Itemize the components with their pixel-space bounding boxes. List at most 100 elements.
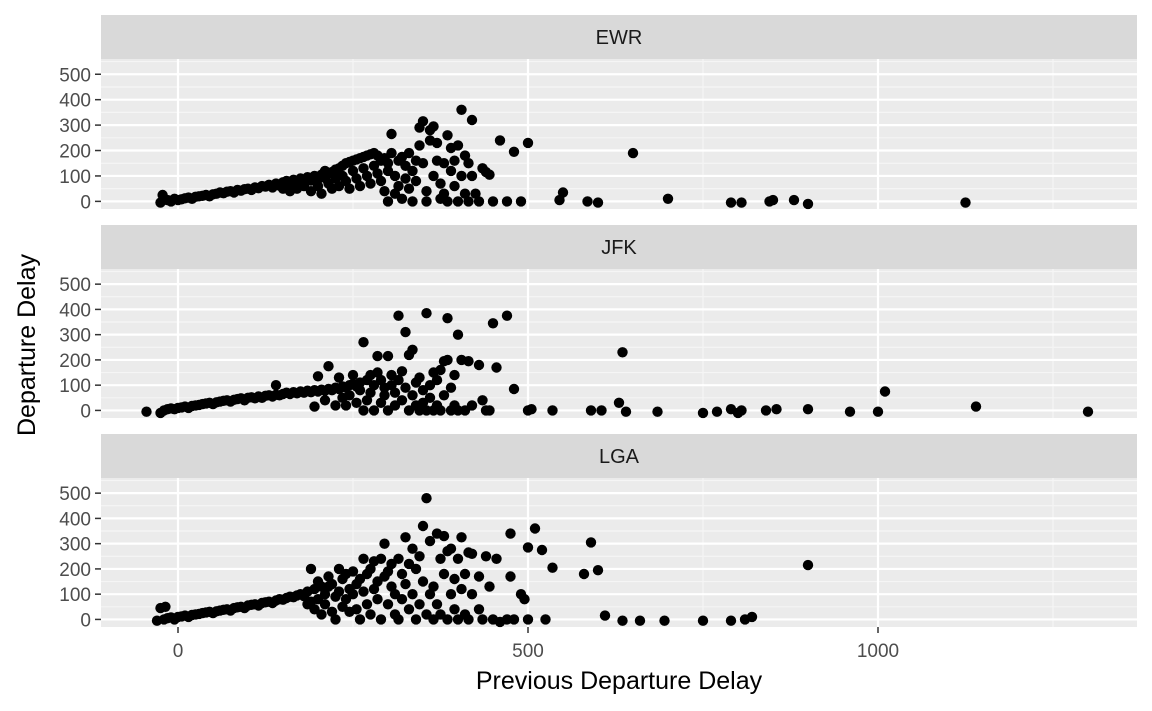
scatter-point xyxy=(473,604,485,615)
scatter-point xyxy=(592,197,604,208)
scatter-point xyxy=(428,121,439,132)
scatter-point xyxy=(354,180,366,192)
scatter-point xyxy=(354,385,366,396)
scatter-point xyxy=(788,194,800,206)
scatter-point xyxy=(435,178,446,189)
scatter-point xyxy=(449,604,460,615)
scatter-point xyxy=(396,395,408,406)
y-tick-label: 400 xyxy=(59,91,91,112)
scatter-point xyxy=(407,390,418,401)
scatter-point xyxy=(414,599,425,610)
scatter-point xyxy=(319,599,331,610)
scatter-point xyxy=(960,197,971,208)
scatter-point xyxy=(351,604,362,615)
scatter-point xyxy=(442,614,453,625)
scatter-point xyxy=(452,140,464,151)
scatter-point xyxy=(438,530,450,542)
scatter-point xyxy=(505,571,516,582)
scatter-point xyxy=(358,553,369,564)
scatter-point xyxy=(449,573,460,585)
scatter-point xyxy=(872,406,884,417)
scatter-point xyxy=(407,589,418,600)
facet-strip xyxy=(101,434,1137,478)
scatter-points xyxy=(151,493,814,628)
scatter-point xyxy=(361,599,373,610)
scatter-point xyxy=(417,520,429,532)
y-tick-label: 0 xyxy=(80,192,91,213)
scatter-point xyxy=(358,586,369,597)
y-tick-label: 200 xyxy=(59,560,91,581)
scatter-point xyxy=(459,568,471,580)
scatter-point xyxy=(400,578,411,590)
scatter-point xyxy=(382,599,394,610)
scatter-point xyxy=(438,390,450,401)
scatter-point xyxy=(365,609,376,620)
scatter-point xyxy=(515,196,527,207)
scatter-point xyxy=(487,196,499,207)
scatter-point xyxy=(438,158,450,169)
scatter-point xyxy=(463,356,474,367)
scatter-point xyxy=(435,405,446,416)
scatter-point xyxy=(659,615,670,626)
scatter-point xyxy=(319,395,331,406)
scatter-point xyxy=(344,390,355,401)
scatter-point xyxy=(365,178,376,189)
scatter-point xyxy=(592,565,604,576)
y-axis-title: Departure Delay xyxy=(13,253,41,436)
scatter-point xyxy=(519,594,530,605)
scatter-point xyxy=(620,406,632,417)
scatter-point xyxy=(417,576,429,587)
scatter-point xyxy=(309,401,320,412)
facet-panels: EWR0100200300400500JFK0100200300400500LG… xyxy=(59,15,1137,631)
scatter-point xyxy=(400,326,411,338)
scatter-point xyxy=(389,170,401,182)
scatter-point xyxy=(424,392,436,403)
scatter-point xyxy=(522,542,534,553)
scatter-point xyxy=(407,165,418,177)
scatter-point xyxy=(393,310,404,321)
y-tick-label: 100 xyxy=(59,376,91,397)
scatter-point xyxy=(270,380,282,391)
scatter-point xyxy=(1082,406,1094,417)
scatter-point xyxy=(396,594,408,605)
scatter-point xyxy=(767,194,779,206)
scatter-point xyxy=(746,611,758,623)
facet-panel-jfk: JFK 0 100 200 300 400 500 xyxy=(59,225,1137,422)
scatter-point xyxy=(844,406,856,417)
scatter-point xyxy=(375,614,387,625)
scatter-point xyxy=(697,615,709,626)
scatter-point xyxy=(372,350,383,362)
scatter-point xyxy=(547,562,558,573)
scatter-point xyxy=(802,404,814,415)
scatter-point xyxy=(463,614,474,625)
scatter-point xyxy=(382,158,394,169)
scatter-point xyxy=(445,165,457,177)
scatter-point xyxy=(428,581,439,592)
scatter-point xyxy=(484,169,495,180)
y-tick-label: 200 xyxy=(59,351,91,372)
scatter-point xyxy=(463,158,474,169)
scatter-point xyxy=(424,535,436,547)
scatter-point xyxy=(368,405,380,416)
scatter-point xyxy=(407,196,418,207)
scatter-point xyxy=(449,155,460,166)
scatter-point xyxy=(379,390,390,401)
scatter-points xyxy=(141,308,1094,419)
x-tick-label: 0 xyxy=(173,641,184,662)
scatter-point xyxy=(379,538,390,549)
y-tick-label: 0 xyxy=(80,610,91,631)
scatter-point xyxy=(431,599,443,610)
scatter-point xyxy=(160,601,171,612)
scatter-point xyxy=(396,568,408,580)
scatter-point xyxy=(414,551,425,562)
scatter-point xyxy=(771,404,782,415)
scatter-point xyxy=(340,400,352,411)
scatter-point xyxy=(375,553,387,564)
scatter-point xyxy=(445,589,457,600)
scatter-point xyxy=(508,383,520,395)
x-axis: 0 500 1000 xyxy=(173,627,899,662)
scatter-point xyxy=(410,175,422,187)
scatter-point xyxy=(344,183,355,194)
scatter-point xyxy=(484,581,495,592)
